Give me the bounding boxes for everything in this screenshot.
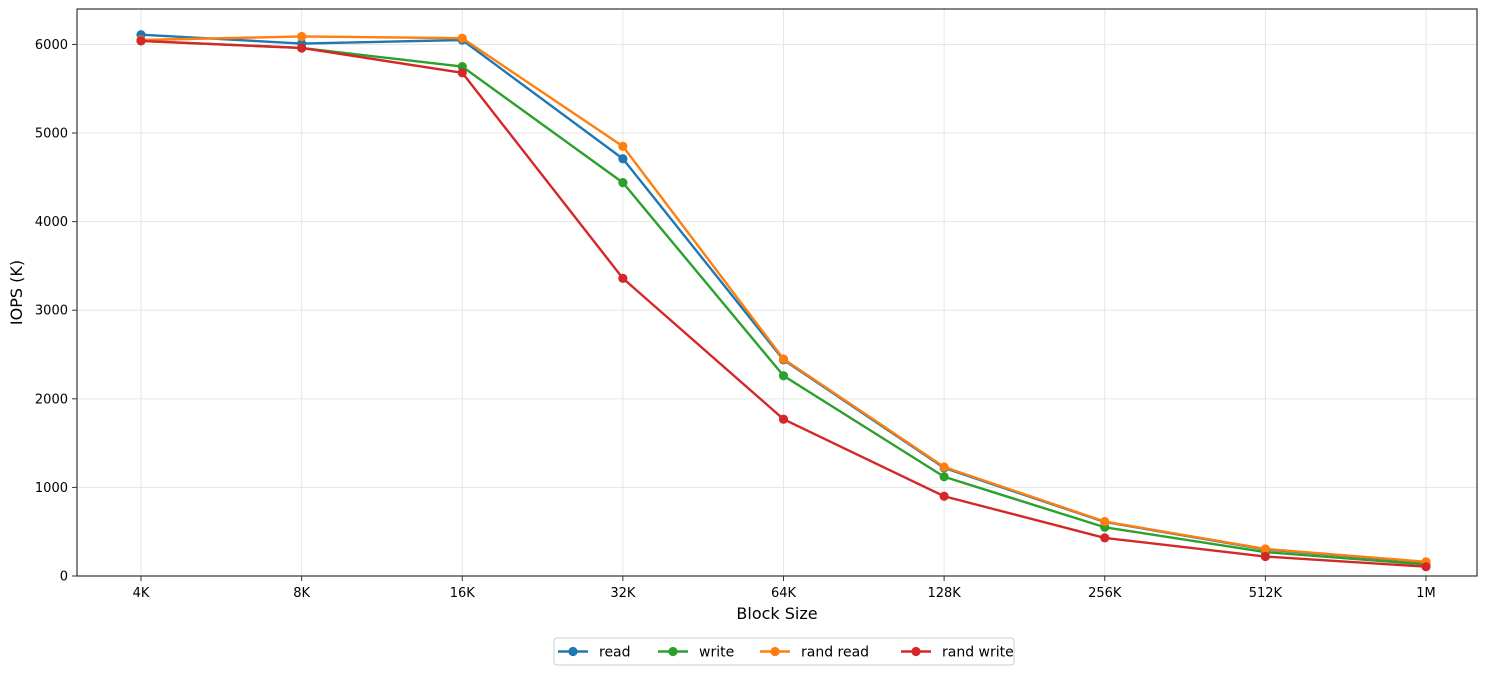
legend-marker xyxy=(911,646,921,657)
data-point xyxy=(778,371,789,381)
data-point xyxy=(618,141,628,151)
legend-marker xyxy=(770,646,780,657)
data-point xyxy=(457,33,467,43)
y-tick-label: 4000 xyxy=(35,215,68,230)
y-tick-label: 5000 xyxy=(35,127,68,142)
y-tick-label: 0 xyxy=(60,570,68,585)
data-point xyxy=(1260,544,1270,554)
data-point xyxy=(618,154,628,164)
data-point xyxy=(1421,562,1431,572)
x-tick-label: 256K xyxy=(1088,586,1122,601)
x-tick-label: 512K xyxy=(1249,586,1283,601)
y-axis-ticks: 0 1000 2000 3000 4000 5000 6000 xyxy=(35,38,77,585)
legend-item: rand read xyxy=(760,645,869,661)
y-axis-title: IOPS (K) xyxy=(7,260,26,325)
data-point xyxy=(778,354,789,364)
legend-label: rand write xyxy=(942,645,1014,661)
legend: read write rand read rand write xyxy=(553,637,1015,666)
legend-item: rand write xyxy=(901,645,1014,661)
x-tick-label: 4K xyxy=(133,586,150,601)
series-layer xyxy=(136,30,1431,572)
y-tick-label: 6000 xyxy=(35,38,68,53)
legend-label: read xyxy=(599,645,631,661)
y-tick-label: 2000 xyxy=(35,392,68,407)
data-point xyxy=(618,178,628,188)
x-tick-label: 64K xyxy=(771,586,797,601)
x-axis-title: Block Size xyxy=(736,604,817,623)
data-point xyxy=(618,273,628,283)
plot-frame xyxy=(76,8,1478,577)
x-tick-label: 1M xyxy=(1416,586,1436,601)
grid xyxy=(77,9,1477,577)
data-point xyxy=(297,31,307,42)
legend-marker xyxy=(668,646,678,657)
x-tick-label: 8K xyxy=(293,586,310,601)
data-point xyxy=(297,43,307,53)
x-tick-label: 32K xyxy=(610,586,636,601)
data-point xyxy=(939,472,949,482)
data-point xyxy=(1100,533,1110,543)
legend-label: rand read xyxy=(801,645,869,661)
y-tick-label: 1000 xyxy=(35,481,68,496)
legend-item: write xyxy=(658,645,734,661)
data-point xyxy=(778,414,789,424)
data-point xyxy=(457,68,467,78)
data-point xyxy=(1260,551,1270,562)
legend-item: read xyxy=(558,645,631,661)
series-rand-write xyxy=(136,36,1431,572)
y-tick-label: 3000 xyxy=(35,304,68,319)
x-axis-ticks: 4K 8K 16K 32K 64K 128K 256K 512K 1M xyxy=(133,576,1436,601)
x-tick-label: 128K xyxy=(927,586,961,601)
legend-label: write xyxy=(699,645,734,661)
data-point xyxy=(1100,516,1110,527)
x-tick-label: 16K xyxy=(450,586,476,601)
data-point xyxy=(136,36,146,46)
data-point xyxy=(939,462,949,472)
legend-marker xyxy=(568,646,578,657)
data-point xyxy=(939,491,949,501)
